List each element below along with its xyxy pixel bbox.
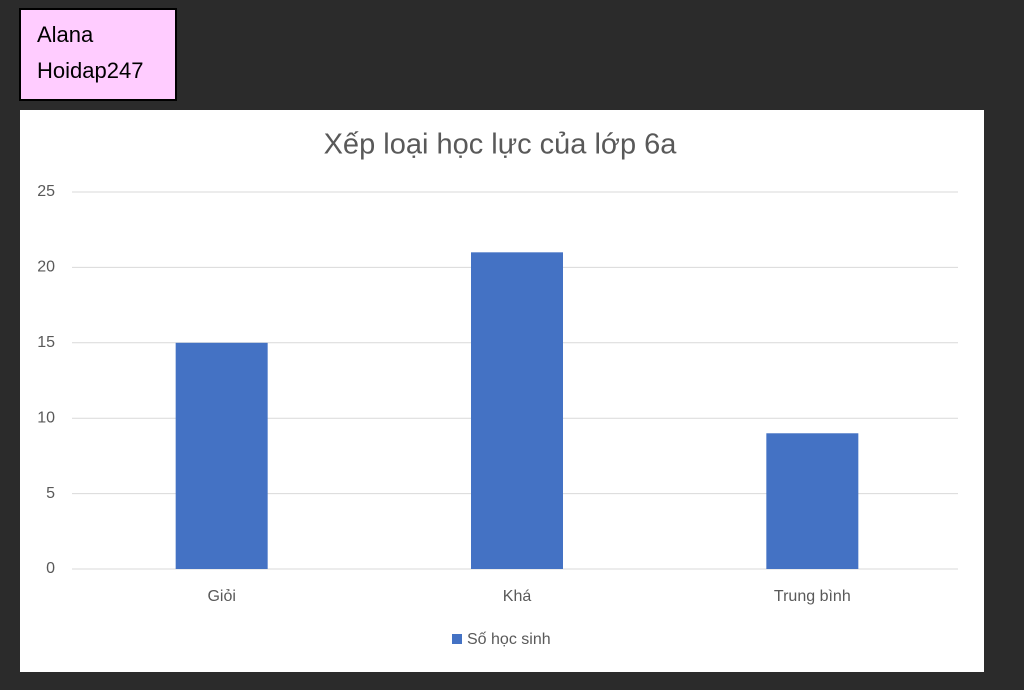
x-tick-label: Giỏi [207,588,235,605]
y-tick-label: 5 [46,485,55,502]
label-line: Hoidap247 [37,58,144,83]
legend-label: Số học sinh [467,631,551,648]
y-tick-label: 0 [46,560,55,577]
y-tick-label: 10 [37,409,55,426]
x-tick-label: Trung bình [774,588,851,605]
bar [175,342,268,569]
watermark-label: Alana Hoidap247 [19,8,177,101]
y-tick-label: 15 [37,334,55,351]
label-line: Alana [37,22,94,47]
bar [766,433,859,569]
legend-swatch [452,634,462,644]
y-tick-label: 25 [37,183,55,200]
chart-title: Xếp loại học lực của lớp 6a [324,129,678,161]
x-tick-label: Khá [503,588,532,605]
y-tick-label: 20 [37,259,55,276]
bar [471,252,563,569]
